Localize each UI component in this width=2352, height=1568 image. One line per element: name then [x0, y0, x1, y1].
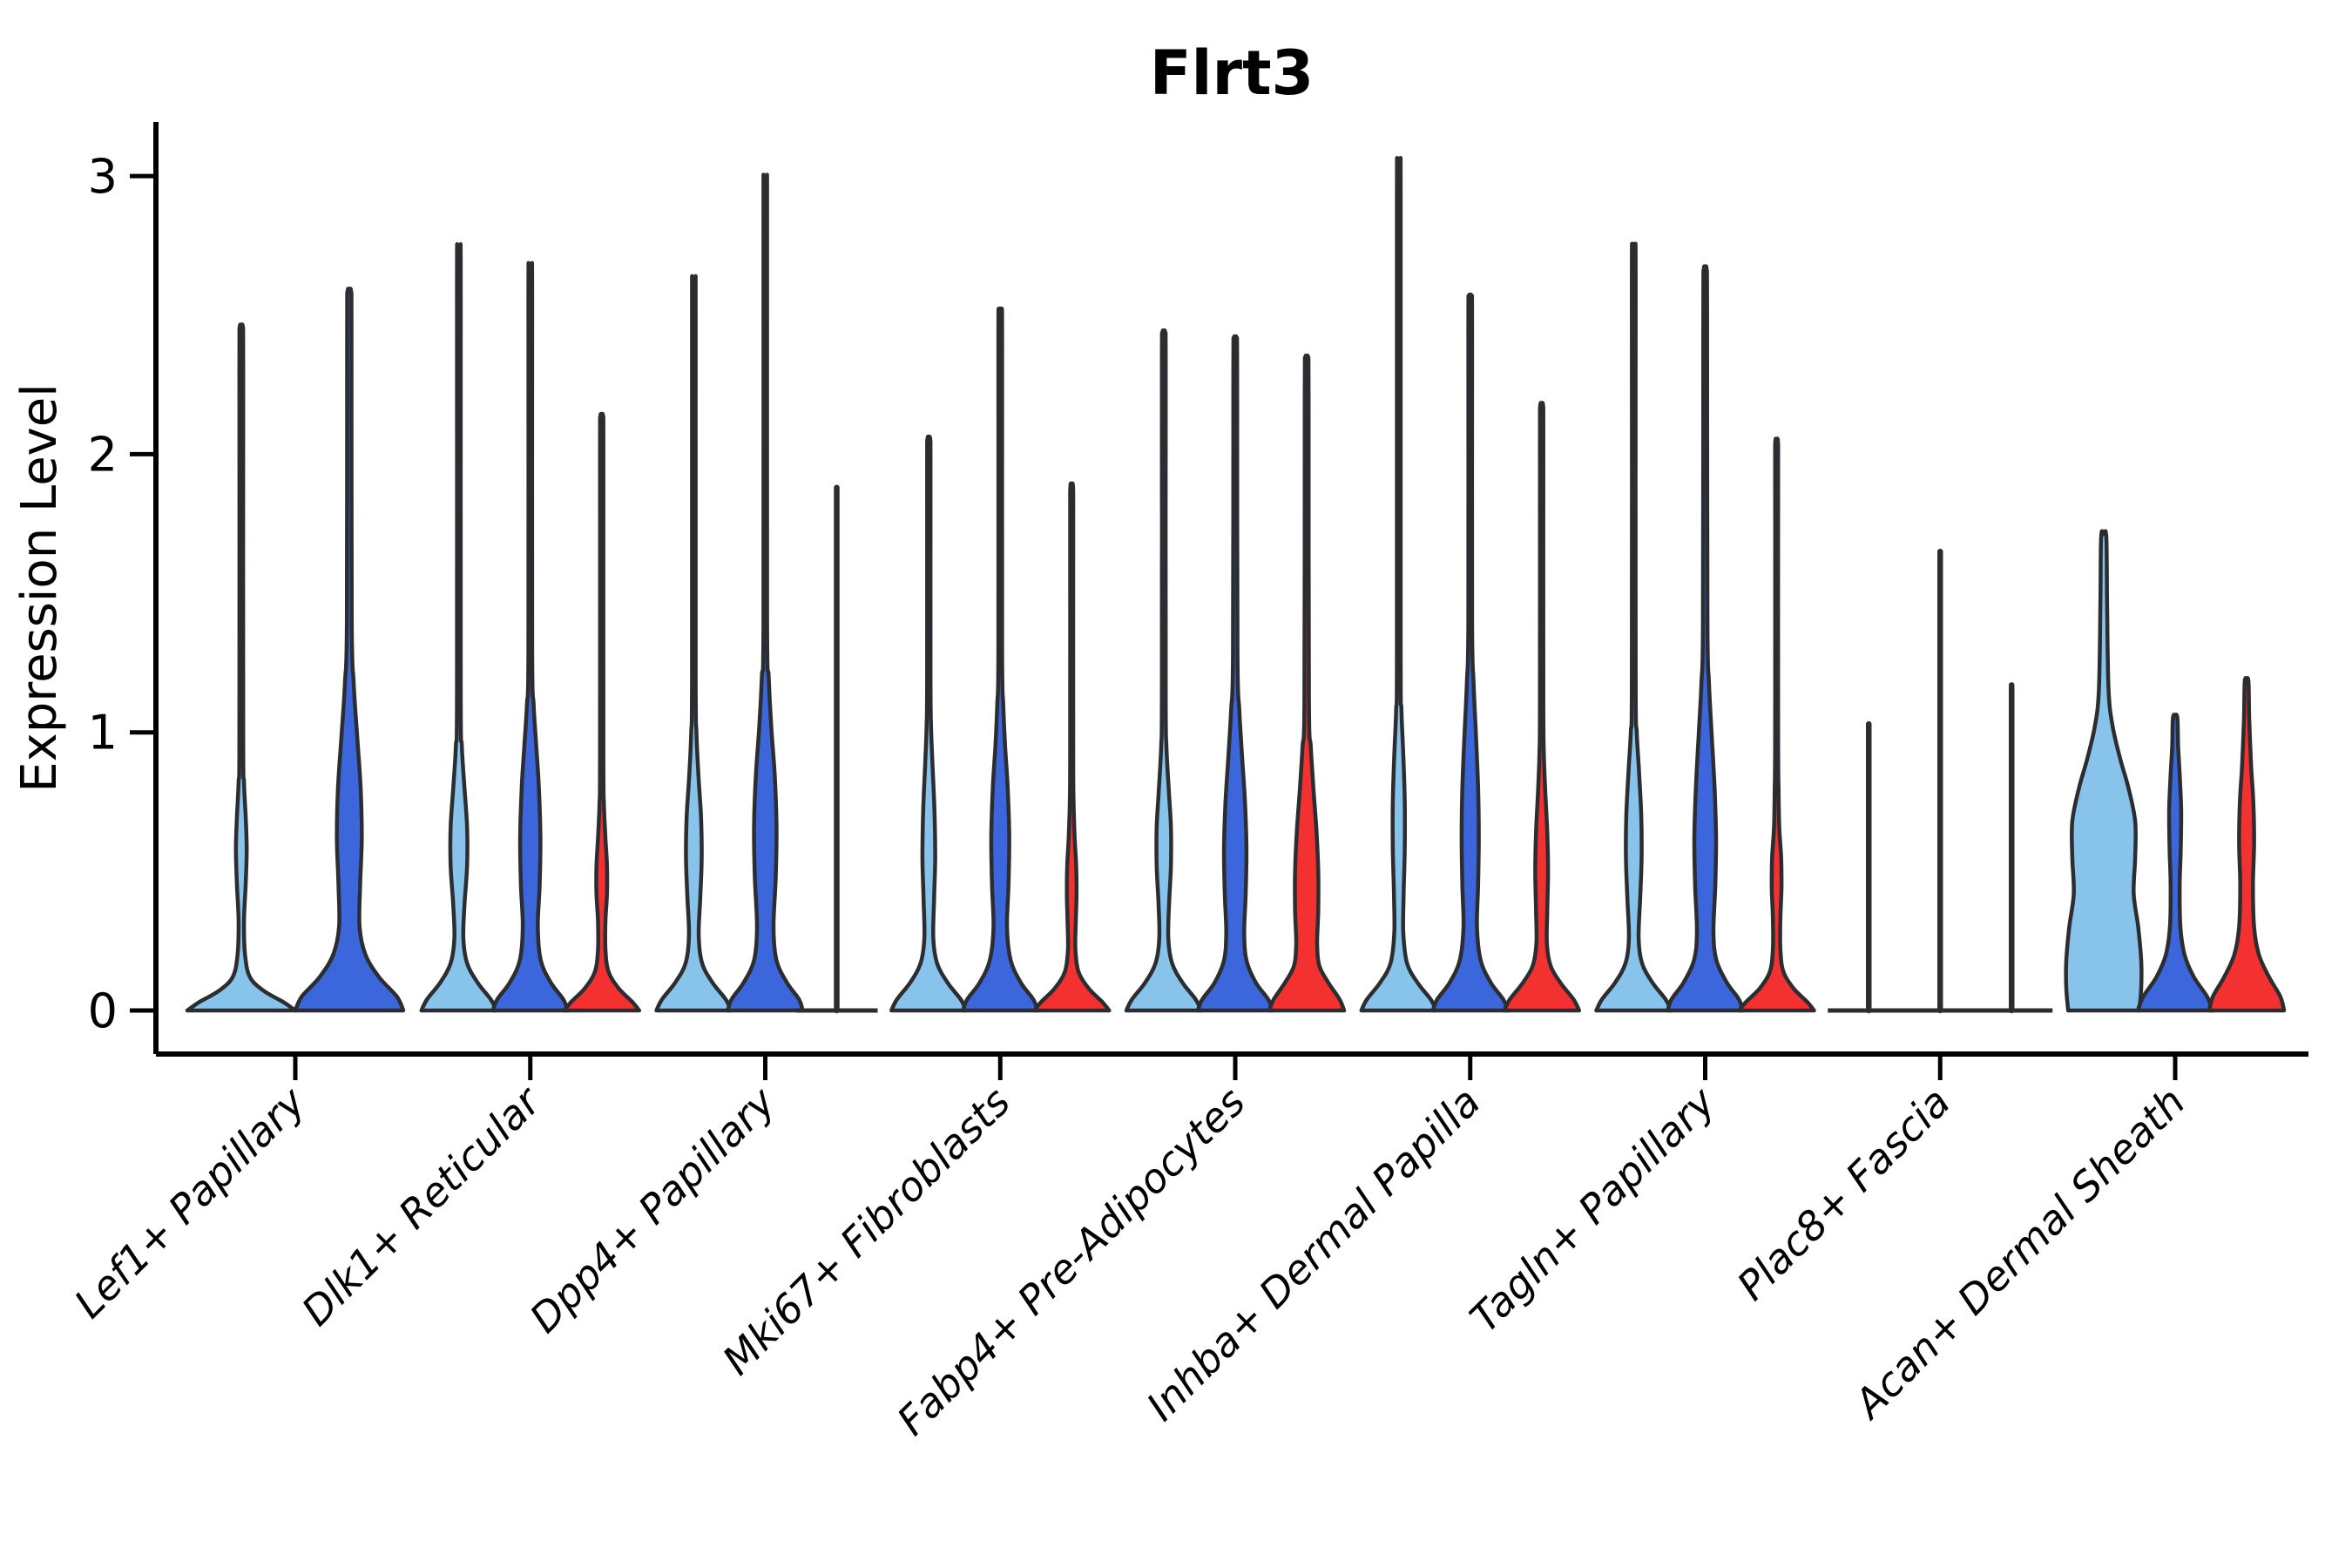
violin — [2207, 676, 2287, 1013]
violin — [293, 287, 406, 1013]
violin — [1267, 353, 1347, 1013]
x-tick-label: Dlk1+ Reticular — [293, 1076, 551, 1335]
x-tick-label: Dpp4+ Papillary — [521, 1078, 785, 1342]
violin — [1502, 401, 1582, 1013]
y-tick-label: 2 — [88, 427, 118, 482]
x-tick-label: Plac8+ Fascia — [1728, 1078, 1959, 1309]
violin — [1737, 436, 1816, 1013]
y-tick-label: 3 — [88, 149, 118, 204]
violin — [1666, 264, 1745, 1013]
x-tick-label: Lef1+ Papillary — [65, 1078, 314, 1327]
violin — [1124, 328, 1204, 1013]
violin — [1594, 241, 1673, 1013]
violin — [419, 242, 499, 1013]
x-tick-label: Tagln+ Papillary — [1461, 1078, 1725, 1342]
violin — [1195, 334, 1275, 1013]
violin — [726, 172, 805, 1013]
chart-title: Flrt3 — [1150, 37, 1315, 109]
violin — [1359, 156, 1439, 1013]
violin — [1430, 292, 1511, 1013]
violin — [2064, 529, 2144, 1013]
violins-layer — [185, 156, 2287, 1014]
violin — [2135, 713, 2215, 1013]
violin — [490, 260, 571, 1013]
violin — [1032, 481, 1112, 1013]
y-tick-label: 0 — [88, 983, 118, 1038]
violin — [889, 434, 969, 1013]
violin — [961, 306, 1040, 1013]
violin — [185, 322, 298, 1013]
y-axis-label: Expression Level — [11, 383, 68, 793]
axes: 0 1 2 3 — [88, 122, 2308, 1080]
violin — [654, 274, 733, 1013]
violin — [562, 411, 642, 1013]
y-tick-label: 1 — [88, 706, 118, 760]
